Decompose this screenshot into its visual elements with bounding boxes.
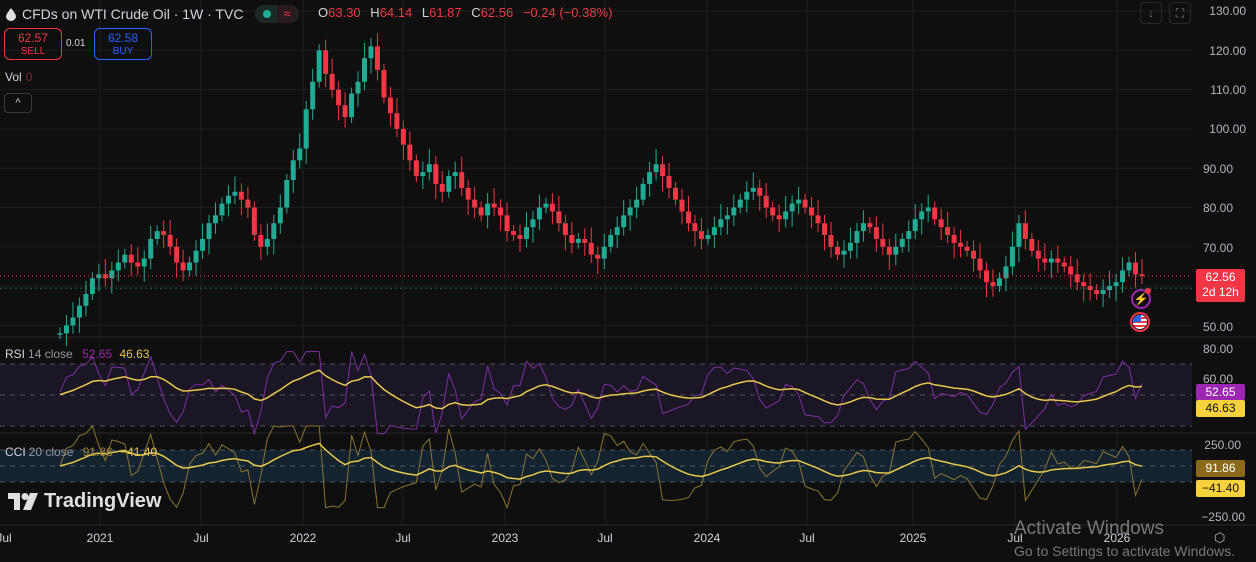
cci-value: 91.86	[82, 445, 113, 459]
volume-label: Vol	[5, 70, 22, 84]
rsi-axis-label: 60.00	[1202, 372, 1233, 386]
symbol-legend[interactable]: CFDs on WTI Crude Oil · 1W · TVC ≈	[6, 5, 299, 23]
price-axis-label: 80.00	[1202, 201, 1233, 215]
rsi-value: 52.65	[82, 347, 113, 361]
cci-axis-label: −250.00	[1201, 510, 1245, 524]
sell-button[interactable]: 62.57 SELL	[4, 28, 62, 60]
watermark-title: Activate Windows	[1014, 518, 1164, 539]
low-label: L	[421, 5, 430, 20]
rsi-name: RSI	[5, 347, 26, 361]
lightning-event-icon[interactable]: ⚡	[1131, 289, 1151, 309]
volume-value: 0	[25, 70, 33, 84]
ohlc-values: O63.30 H64.14 L61.87 C62.56 −0.24 (−0.38…	[318, 5, 618, 20]
rsi-params: 14 close	[28, 347, 73, 361]
tradingview-logo-text: TradingView	[44, 490, 162, 512]
cci-axis-label: 250.00	[1204, 438, 1241, 452]
volume-legend[interactable]: Vol 0	[5, 70, 32, 84]
open-label: O	[318, 5, 329, 20]
tradingview-logo: TradingView	[8, 490, 161, 513]
rsi-ma-value-tag: 46.63	[1196, 400, 1245, 417]
cci-legend[interactable]: CCI 20 close 91.86 −41.40	[5, 445, 157, 459]
chevron-up-icon: ^	[15, 97, 21, 109]
time-axis-label: 2023	[491, 531, 519, 545]
chart-settings-icon[interactable]: ⬡	[1214, 530, 1226, 545]
watermark-subtitle: Go to Settings to activate Windows.	[1014, 543, 1235, 559]
close-label: C	[471, 5, 481, 20]
buy-label: BUY	[112, 46, 134, 57]
sell-price: 62.57	[17, 31, 49, 45]
price-axis-label: 120.00	[1209, 44, 1246, 58]
fullscreen-icon: ⛶	[1175, 5, 1185, 20]
us-flag-economic-event-icon[interactable]	[1130, 312, 1150, 332]
price-axis-label: 110.00	[1210, 83, 1246, 97]
price-axis-label: 70.00	[1202, 241, 1233, 255]
tradingview-logo-icon	[8, 493, 38, 510]
delayed-data-icon: ≈	[277, 5, 297, 23]
time-axis-label: 2026	[1103, 531, 1131, 545]
open-value: 63.30	[328, 5, 361, 20]
buy-button[interactable]: 62.58 BUY	[94, 28, 152, 60]
rsi-legend[interactable]: RSI 14 close 52.65 46.63	[5, 347, 149, 361]
low-value: 61.87	[429, 5, 462, 20]
price-axis-label: 90.00	[1202, 162, 1233, 176]
price-axis-label: 100.00	[1209, 122, 1246, 136]
time-axis-label: Jul	[395, 531, 411, 545]
rsi-value-tag: 52.65	[1196, 384, 1245, 400]
rsi-axis-label: 80.00	[1202, 342, 1233, 356]
notification-dot-icon	[1145, 288, 1151, 294]
sell-label: SELL	[20, 46, 46, 57]
time-axis-label: 2024	[693, 531, 721, 545]
arrow-down-icon: ↓	[1148, 6, 1154, 20]
time-axis-label: Jul	[193, 531, 209, 545]
time-axis-label: 2021	[86, 531, 114, 545]
buy-price: 62.58	[107, 31, 139, 45]
spread-value: 0.01	[66, 38, 86, 49]
time-axis-label: Jul	[597, 531, 613, 545]
bar-countdown: 2d 12h	[1202, 285, 1239, 299]
market-status-pill[interactable]: ≈	[255, 5, 299, 23]
change-value: −0.24 (−0.38%)	[522, 5, 613, 20]
time-axis-label: 2025	[899, 531, 927, 545]
high-value: 64.14	[379, 5, 413, 20]
oil-drop-icon	[6, 7, 16, 21]
scroll-to-realtime-button[interactable]: ↓	[1140, 2, 1162, 24]
time-axis-label: 2022	[289, 531, 317, 545]
rsi-ma-value: 46.63	[119, 347, 150, 361]
time-axis-label: Jul	[799, 531, 815, 545]
cci-value-tag: 91.86	[1196, 460, 1245, 477]
close-value: 62.56	[480, 5, 514, 20]
market-open-icon	[263, 10, 272, 18]
cci-ma-value: −41.40	[120, 445, 158, 459]
cci-params: 20 close	[28, 445, 74, 459]
us-flag-icon	[1133, 315, 1147, 329]
current-price: 62.56	[1205, 270, 1236, 284]
time-axis-label: Jul	[1007, 531, 1023, 545]
windows-activation-watermark: Activate Windows Go to Settings to activ…	[1014, 518, 1235, 562]
high-label: H	[370, 5, 380, 20]
collapse-legend-button[interactable]: ^	[4, 93, 32, 113]
current-price-tag: 62.56 2d 12h	[1196, 269, 1245, 302]
price-axis-label: 50.00	[1202, 320, 1233, 334]
cci-name: CCI	[5, 445, 26, 459]
cci-ma-value-tag: −41.40	[1196, 480, 1245, 497]
price-axis-label: 130.00	[1209, 4, 1246, 18]
symbol-title: CFDs on WTI Crude Oil · 1W · TVC	[22, 6, 244, 22]
time-axis-label: Jul	[0, 531, 12, 545]
fullscreen-button[interactable]: ⛶	[1169, 2, 1191, 24]
